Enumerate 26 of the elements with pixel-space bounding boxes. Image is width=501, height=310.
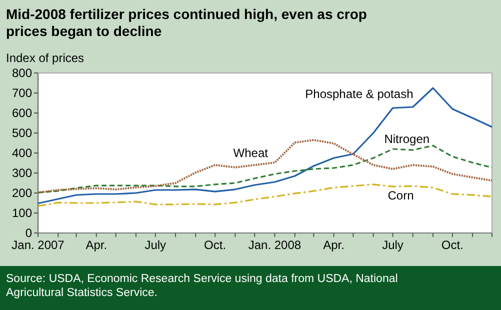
y-tick-label: 400 <box>12 146 32 160</box>
series-label: Corn <box>388 188 414 203</box>
x-tick-label: Apr. <box>86 238 108 252</box>
series-label: Phosphate & potash <box>305 87 414 101</box>
y-tick-label: 0 <box>25 226 32 240</box>
series-label: Wheat <box>233 146 269 160</box>
y-axis-title: Index of prices <box>6 51 84 65</box>
x-tick-label: Jan. 2008 <box>248 238 302 252</box>
y-tick-label: 200 <box>12 186 32 200</box>
y-tick-label: 300 <box>12 166 32 180</box>
line-series <box>37 184 493 207</box>
x-tick-label: Oct. <box>204 238 226 252</box>
series-label: Nitrogen <box>384 132 430 146</box>
x-tick-label: Apr. <box>323 238 344 252</box>
y-tick-label: 600 <box>12 106 32 120</box>
chart-title: Mid-2008 fertilizer prices continued high, even as crop prices began to decline <box>6 6 367 39</box>
x-tick-label: July <box>382 238 404 252</box>
y-tick-label: 100 <box>12 206 32 220</box>
x-tick-label: July <box>144 238 166 252</box>
source-note: Source: USDA, Economic Research Service using data from USDA, National Agricultural Statistics Service. <box>6 273 398 299</box>
line-series <box>37 87 493 204</box>
y-tick-label: 700 <box>12 86 32 100</box>
y-tick-label: 500 <box>12 126 32 140</box>
x-tick-label: Oct. <box>441 238 464 252</box>
x-tick-label: Jan. 2007 <box>12 238 65 252</box>
y-tick-label: 800 <box>12 66 32 80</box>
